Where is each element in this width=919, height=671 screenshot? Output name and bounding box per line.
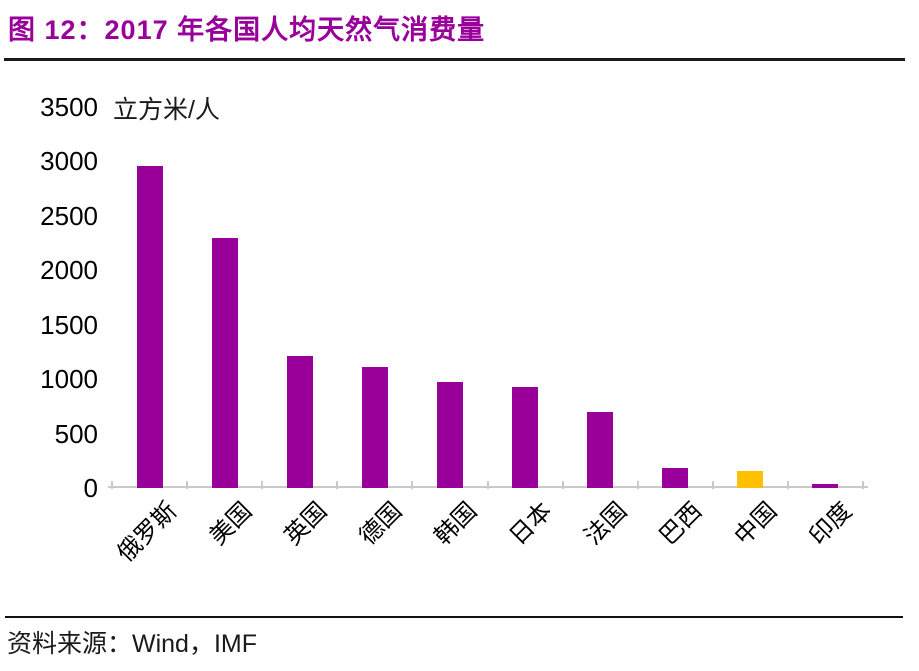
x-category-label: 印度 [804,497,858,551]
x-category-label: 巴西 [654,497,708,551]
x-axis-tick [862,481,864,489]
x-category-label: 英国 [279,497,333,551]
x-axis-tick [786,481,789,489]
bar-德国 [361,367,388,488]
footer-divider [5,616,903,618]
source-text: 资料来源：Wind，IMF [7,630,258,658]
y-tick-label: 2500 [40,200,98,231]
bar-英国 [286,356,313,488]
x-axis-tick [261,481,264,489]
x-category-label: 俄罗斯 [111,497,182,568]
y-tick-label: 2000 [40,255,98,286]
x-axis-tick [186,481,189,489]
x-axis-tick [636,481,639,489]
x-category-label: 美国 [204,497,258,551]
y-tick-label: 3500 [40,92,98,122]
x-axis-tick [111,481,113,489]
bar-日本 [512,386,539,488]
bar-中国 [737,470,764,488]
y-tick-label: 0 [83,473,98,503]
x-axis-tick [336,481,339,489]
bar-chart: 立方米/人 0 500 1000 1500 2000 2500 3000 3500 俄罗斯 美国… [0,62,919,612]
x-category-label: 德国 [354,497,408,551]
bar-俄罗斯 [136,165,163,488]
y-axis-unit-label: 立方米/人 [113,96,220,124]
x-axis-tick [411,481,414,489]
bar-法国 [587,411,614,488]
bar-美国 [211,237,238,488]
y-tick-label: 500 [54,418,98,449]
y-tick-label: 1500 [40,309,98,340]
x-category-label: 法国 [579,497,633,551]
bar-巴西 [662,467,689,488]
x-category-label: 韩国 [429,497,483,551]
figure-title: 图 12：2017 年各国人均天然气消费量 [8,15,486,45]
bar-韩国 [436,381,463,488]
x-axis-tick [561,481,564,489]
y-tick-label: 1000 [40,364,98,395]
x-axis-tick [486,481,489,489]
title-divider [4,58,905,61]
x-axis-tick [711,481,714,489]
x-category-label: 中国 [729,497,783,551]
bar-印度 [812,483,839,488]
x-category-label: 日本 [504,497,558,551]
y-tick-label: 3000 [40,146,98,177]
